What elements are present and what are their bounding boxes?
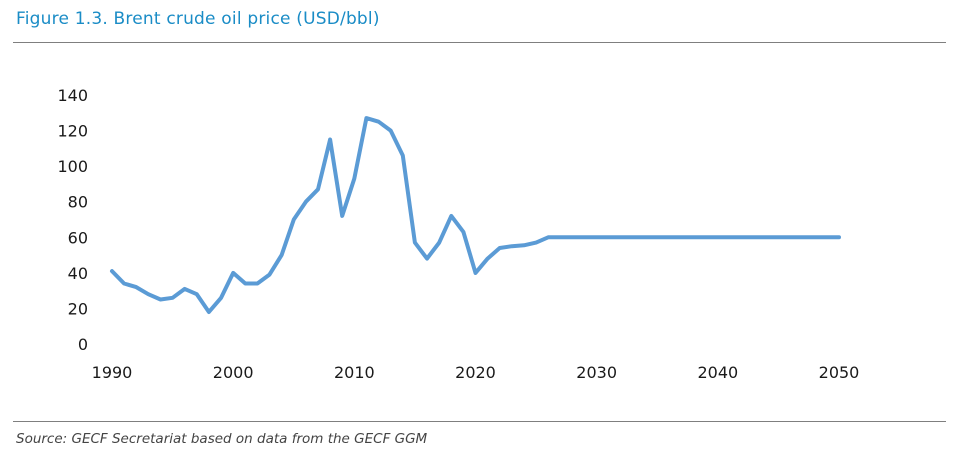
x-tick-label: 2040 [697, 363, 738, 382]
x-tick-label: 1990 [92, 363, 133, 382]
x-axis-tick-labels: 1990 2000 2010 2020 2030 2040 2050 [92, 363, 860, 382]
figure-title: Figure 1.3. Brent crude oil price (USD/b… [16, 9, 380, 29]
source-note: Source: GECF Secretariat based on data f… [16, 431, 428, 447]
x-tick-label: 2050 [819, 363, 860, 382]
x-tick-label: 2000 [213, 363, 254, 382]
top-divider [13, 42, 946, 43]
series-line [110, 116, 841, 314]
y-tick-label: 60 [68, 228, 88, 247]
x-tick-label: 2030 [576, 363, 617, 382]
y-tick-label: 0 [78, 335, 88, 354]
bottom-divider [13, 421, 946, 422]
y-tick-label: 120 [57, 122, 88, 141]
y-axis-tick-labels: 0 20 40 60 80 100 120 140 [57, 86, 88, 354]
y-tick-label: 80 [68, 193, 88, 212]
x-tick-label: 2020 [455, 363, 496, 382]
y-tick-label: 20 [68, 299, 88, 318]
x-tick-label: 2010 [334, 363, 375, 382]
y-tick-label: 40 [68, 264, 88, 283]
y-tick-label: 140 [57, 86, 88, 105]
y-tick-label: 100 [57, 157, 88, 176]
plot-area [110, 116, 841, 314]
